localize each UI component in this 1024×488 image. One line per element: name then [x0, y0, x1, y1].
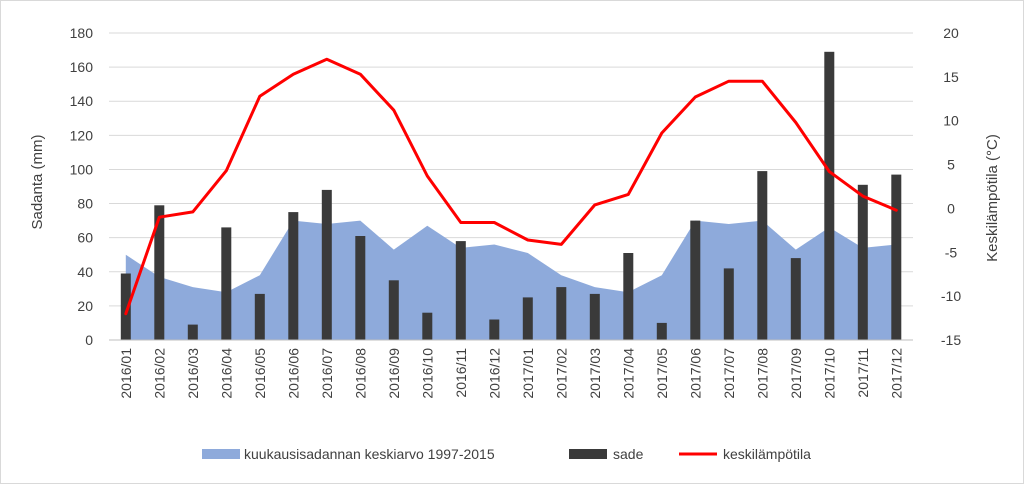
legend-label-area: kuukausisadannan keskiarvo 1997-2015	[244, 446, 495, 462]
left-axis-ticks: 0 20 40 60 80 100 120 140 160 180	[70, 25, 94, 348]
precipitation-bar	[422, 312, 433, 340]
right-tick-label: 20	[943, 25, 959, 41]
legend-swatch-area	[202, 449, 240, 459]
average-precipitation-area	[125, 220, 897, 340]
x-tick-label: 2017/09	[788, 348, 804, 399]
x-tick-label: 2017/01	[520, 348, 536, 399]
x-axis-ticks: 2016/01 2016/02 2016/03 2016/04 2016/05 2016/…	[118, 348, 904, 399]
x-tick-label: 2016/01	[118, 348, 134, 399]
precipitation-bar	[221, 227, 232, 340]
left-tick-label: 120	[70, 127, 94, 143]
right-tick-label: 10	[943, 113, 959, 129]
x-tick-label: 2016/03	[185, 348, 201, 399]
x-tick-label: 2017/03	[587, 348, 603, 399]
precipitation-bar	[790, 258, 801, 340]
precipitation-bars	[120, 51, 902, 341]
x-tick-label: 2017/06	[687, 348, 703, 399]
legend-label-bars: sade	[613, 446, 644, 462]
right-tick-label: 15	[943, 69, 959, 85]
x-tick-label: 2016/04	[218, 348, 234, 399]
x-tick-label: 2017/02	[553, 348, 569, 399]
left-tick-label: 100	[70, 161, 94, 177]
right-tick-label: 5	[947, 157, 955, 173]
x-tick-label: 2016/09	[386, 348, 402, 399]
precipitation-bar	[656, 322, 667, 340]
x-tick-label: 2016/12	[486, 348, 502, 399]
left-tick-label: 80	[77, 196, 93, 212]
x-tick-label: 2017/05	[654, 348, 670, 399]
legend-label-line: keskilämpötila	[723, 446, 811, 462]
x-tick-label: 2017/10	[821, 348, 837, 399]
x-tick-label: 2016/08	[352, 348, 368, 399]
x-tick-label: 2017/08	[754, 348, 770, 399]
precipitation-bar	[355, 236, 366, 340]
left-tick-label: 180	[70, 25, 94, 41]
temperature-line	[124, 57, 898, 316]
precipitation-bar	[288, 212, 299, 340]
precipitation-bar	[522, 297, 533, 340]
left-tick-label: 140	[70, 93, 94, 109]
x-tick-label: 2016/06	[285, 348, 301, 399]
precipitation-bar	[556, 287, 567, 340]
x-tick-label: 2017/04	[620, 348, 636, 399]
precipitation-bar	[589, 293, 600, 340]
precipitation-bar	[690, 220, 701, 340]
precipitation-bar	[455, 241, 466, 340]
precipitation-bar	[154, 205, 165, 340]
right-tick-label: -15	[941, 332, 961, 348]
right-axis-ticks: -15 -10 -5 0 5 10 15 20	[941, 25, 961, 348]
left-axis-title: Sadanta (mm)	[29, 134, 46, 229]
precipitation-bar	[857, 184, 868, 340]
precipitation-bar	[388, 280, 399, 340]
precipitation-bar	[120, 273, 131, 340]
precipitation-bar	[757, 171, 768, 340]
legend: kuukausisadannan keskiarvo 1997-2015 sad…	[202, 446, 811, 462]
precipitation-bar	[187, 324, 198, 340]
left-tick-label: 160	[70, 59, 94, 75]
x-tick-label: 2016/11	[453, 348, 469, 398]
precipitation-bar	[321, 189, 332, 340]
x-tick-label: 2016/07	[319, 348, 335, 399]
x-tick-label: 2017/11	[855, 348, 871, 398]
x-tick-label: 2016/10	[419, 348, 435, 399]
x-tick-label: 2017/12	[888, 348, 904, 399]
precipitation-bar	[623, 253, 634, 340]
left-tick-label: 40	[77, 264, 93, 280]
legend-swatch-bars	[569, 449, 607, 459]
right-axis-title: Keskilämpötila (°C)	[984, 134, 1001, 262]
precipitation-bar	[824, 51, 835, 341]
left-tick-label: 20	[77, 298, 93, 314]
precipitation-bar	[254, 293, 265, 340]
x-tick-label: 2016/05	[252, 348, 268, 399]
x-tick-label: 2017/07	[721, 348, 737, 399]
precipitation-bar	[489, 319, 500, 340]
precipitation-bar	[891, 174, 902, 340]
right-tick-label: 0	[947, 200, 955, 216]
right-tick-label: -10	[941, 288, 961, 304]
precipitation-bar	[723, 268, 734, 340]
left-tick-label: 60	[77, 230, 93, 246]
left-tick-label: 0	[85, 332, 93, 348]
right-tick-label: -5	[945, 244, 958, 260]
x-tick-label: 2016/02	[151, 348, 167, 399]
